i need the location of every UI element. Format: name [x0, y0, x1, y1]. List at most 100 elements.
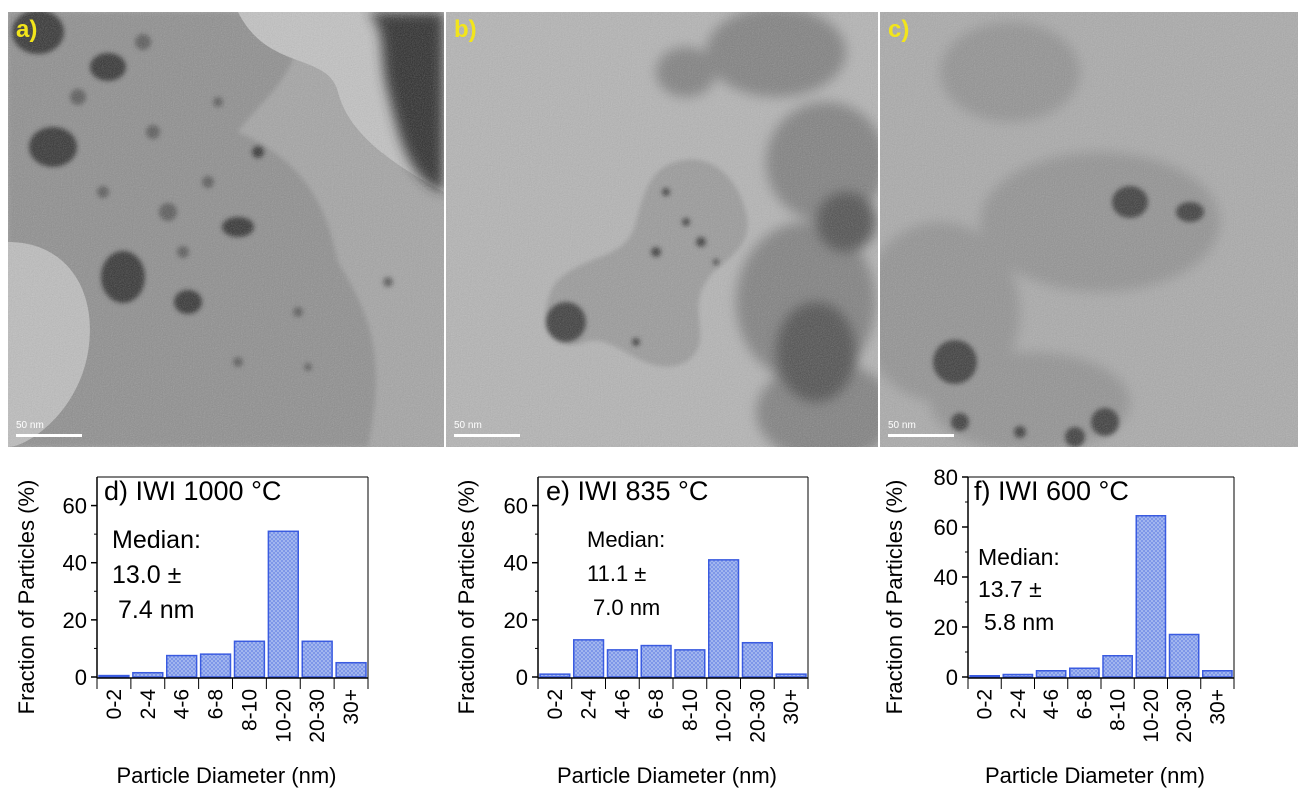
x-axis-label: Particle Diameter (nm)	[985, 763, 1205, 788]
median-annotation: 11.1 ±	[587, 561, 646, 586]
x-tick-label: 20-30	[306, 689, 329, 743]
tem-micrograph-a	[8, 12, 444, 447]
y-tick-label: 20	[934, 615, 958, 640]
x-tick-label: 30+	[340, 689, 363, 725]
histogram-e: 0 20 40 60 0-2 2-4 4-6 6-8 8-10 10-20 20-30 30+ e) I…	[440, 455, 870, 790]
y-tick-label: 60	[934, 515, 958, 540]
tem-image-a: a) 50 nm	[8, 12, 444, 447]
x-tick-label: 4-6	[171, 689, 194, 719]
tem-image-c: c) 50 nm	[880, 12, 1298, 447]
x-tick-label: 10-20	[713, 689, 736, 743]
y-tick-label: 40	[63, 551, 87, 576]
histogram-bar	[1135, 515, 1167, 678]
y-tick-label: 40	[504, 551, 528, 576]
histogram-bar	[166, 654, 198, 678]
y-axis-label: Fraction of Particles (%)	[882, 480, 907, 715]
x-tick-label: 8-10	[1107, 689, 1130, 731]
y-tick-label: 0	[516, 665, 528, 690]
histogram-d-svg: 0 20 40 60 0-2 2-4 4-6 6-8 8-10 10-20 20-30 30+ d) I…	[14, 476, 369, 788]
x-tick-label: 30+	[1206, 689, 1229, 725]
chart-title: d) IWI 1000 °C	[104, 476, 281, 506]
x-tick-label: 0-2	[103, 689, 126, 719]
histogram-bar	[539, 673, 571, 678]
x-tick-label: 2-4	[1007, 689, 1030, 720]
chart-title: f) IWI 600 °C	[974, 476, 1129, 506]
histogram-bar	[573, 639, 605, 678]
y-tick-label: 60	[63, 494, 87, 519]
x-tick-label: 2-4	[137, 689, 160, 720]
median-annotation: Median:	[587, 527, 665, 552]
histogram-bar	[708, 559, 740, 678]
scale-bar-label: 50 nm	[16, 420, 44, 431]
y-axis-label: Fraction of Particles (%)	[14, 480, 39, 715]
median-annotation: 13.7 ±	[978, 576, 1042, 602]
tem-micrograph-c	[880, 12, 1298, 447]
x-tick-label: 0-2	[974, 689, 997, 719]
histogram-bar	[741, 641, 773, 678]
x-tick-label: 6-8	[205, 689, 228, 719]
y-tick-label: 20	[504, 608, 528, 633]
scale-bar-label: 50 nm	[888, 420, 916, 431]
histogram-bar	[301, 640, 333, 678]
histogram-bar	[267, 530, 299, 678]
histogram-bar	[969, 675, 1000, 678]
y-tick-label: 80	[934, 465, 958, 490]
x-axis-label: Particle Diameter (nm)	[116, 763, 336, 788]
histogram-bar	[98, 674, 130, 678]
y-axis-label: Fraction of Particles (%)	[454, 480, 479, 715]
histogram-bar	[775, 673, 807, 678]
tem-micrograph-b	[446, 12, 878, 447]
x-tick-label: 10-20	[1140, 689, 1163, 743]
panel-label-b: b)	[454, 16, 477, 43]
median-annotation: 7.0 nm	[593, 595, 660, 620]
x-tick-label: 4-6	[611, 689, 634, 719]
tem-image-b: b) 50 nm	[446, 12, 878, 447]
histogram-bar	[335, 661, 367, 678]
histogram-bar	[233, 640, 266, 678]
scale-bar-label: 50 nm	[454, 420, 482, 431]
histogram-bar	[1168, 633, 1200, 678]
scale-bar	[16, 434, 82, 437]
scale-bar	[454, 434, 520, 437]
x-axis-label: Particle Diameter (nm)	[557, 763, 777, 788]
x-tick-label: 8-10	[679, 689, 702, 731]
histogram-bar	[640, 644, 672, 678]
median-annotation: 7.4 nm	[118, 596, 194, 624]
histogram-bar	[1002, 673, 1034, 678]
y-tick-label: 20	[63, 608, 87, 633]
histogram-bar	[1102, 655, 1133, 678]
x-tick-label: 10-20	[272, 689, 295, 743]
x-tick-label: 4-6	[1040, 689, 1063, 719]
histogram-d: 0 20 40 60 0-2 2-4 4-6 6-8 8-10 10-20 20-30 30+ d) I…	[0, 455, 430, 790]
x-tick-label: 6-8	[1073, 689, 1096, 719]
histogram-bar	[199, 653, 232, 678]
histogram-bar	[1202, 670, 1233, 678]
x-tick-label: 30+	[780, 689, 803, 725]
x-tick-label: 6-8	[645, 689, 668, 719]
histogram-bar	[1069, 667, 1100, 678]
panel-label-c: c)	[888, 16, 910, 43]
histogram-bar	[1035, 670, 1067, 678]
histogram-f-svg: 0 20 40 60 80 0-2 2-4 4-6 6-8 8-10 10-20 20-30 30+ f)…	[882, 465, 1235, 788]
histogram-bar	[674, 649, 706, 678]
y-tick-label: 40	[934, 565, 958, 590]
x-tick-label: 0-2	[544, 689, 567, 719]
median-annotation: Median:	[978, 544, 1060, 570]
y-tick-label: 60	[504, 494, 528, 519]
histogram-bar	[606, 649, 638, 678]
median-annotation: 13.0 ±	[112, 561, 181, 589]
histogram-f: 0 20 40 60 80 0-2 2-4 4-6 6-8 8-10 10-20 20-30 30+ f)…	[868, 455, 1298, 790]
median-annotation: 5.8 nm	[984, 609, 1054, 635]
x-tick-label: 8-10	[238, 689, 261, 731]
histogram-e-svg: 0 20 40 60 0-2 2-4 4-6 6-8 8-10 10-20 20-30 30+ e) I…	[454, 476, 809, 788]
chart-title: e) IWI 835 °C	[546, 476, 708, 506]
x-tick-label: 20-30	[746, 689, 769, 743]
histogram-bar	[132, 671, 164, 678]
scale-bar	[888, 434, 954, 437]
y-tick-label: 0	[75, 665, 87, 690]
x-tick-label: 20-30	[1173, 689, 1196, 743]
median-annotation: Median:	[112, 526, 201, 554]
panel-label-a: a)	[16, 16, 38, 43]
x-tick-label: 2-4	[578, 689, 601, 720]
y-tick-label: 0	[946, 665, 958, 690]
